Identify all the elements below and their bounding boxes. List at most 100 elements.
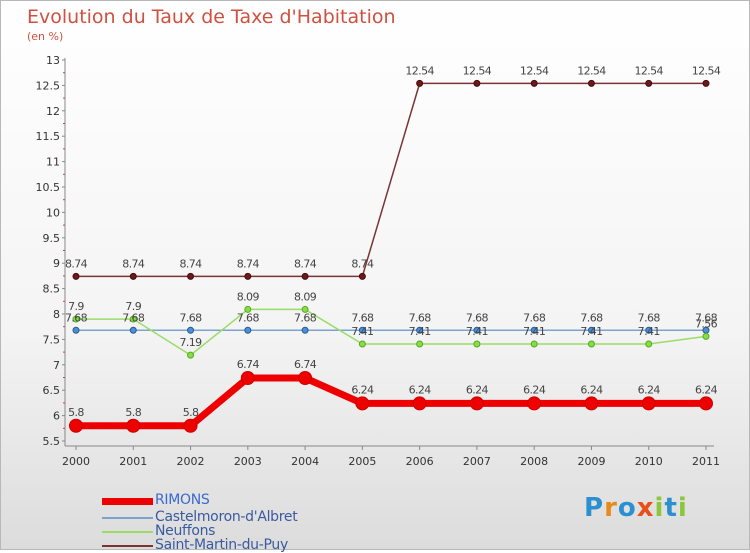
data-label: 7.41 [523, 325, 545, 338]
x-tick-label: 2005 [348, 455, 376, 468]
x-tick-label: 2000 [62, 455, 90, 468]
data-label: 6.24 [409, 383, 432, 396]
data-point [530, 79, 538, 87]
data-point [584, 396, 599, 411]
logo-letter: i [677, 493, 688, 523]
data-point [473, 79, 481, 87]
data-point [702, 332, 710, 340]
logo-letter: i [654, 493, 665, 523]
data-label: 5.8 [68, 406, 84, 419]
data-point [645, 340, 653, 348]
data-point [416, 340, 424, 348]
data-point [530, 326, 538, 334]
data-point [358, 340, 366, 348]
data-label: 7.9 [68, 300, 84, 313]
data-point [301, 326, 309, 334]
x-tick-label: 2004 [291, 455, 319, 468]
data-label: 7.68 [523, 311, 546, 324]
legend-label: Castelmoron-d'Albret [155, 509, 298, 525]
data-point [244, 305, 252, 313]
data-label: 6.24 [638, 383, 661, 396]
data-label: 7.68 [179, 311, 202, 324]
y-tick-label: 8 [53, 308, 60, 321]
y-tick-label: 6.5 [43, 384, 61, 397]
data-label: 7.68 [294, 311, 317, 324]
logo-letter: x [636, 493, 655, 523]
data-label: 5.8 [183, 406, 199, 419]
data-point [126, 418, 141, 433]
data-label: 7.41 [580, 325, 602, 338]
data-label: 6.74 [237, 358, 260, 371]
x-tick-label: 2009 [577, 455, 605, 468]
data-point [645, 79, 653, 87]
proxiti-logo: Proxiti [584, 493, 688, 523]
data-label: 7.19 [179, 336, 202, 349]
data-label: 12.54 [520, 64, 549, 77]
data-point [72, 326, 80, 334]
data-label: 7.41 [638, 325, 660, 338]
data-point [641, 396, 656, 411]
data-label: 7.68 [237, 311, 260, 324]
data-label: 12.54 [634, 64, 663, 77]
data-point [72, 272, 80, 280]
y-tick-label: 10 [46, 206, 60, 219]
data-label: 6.24 [580, 383, 603, 396]
data-label: 7.9 [125, 300, 141, 313]
data-label: 7.41 [466, 325, 488, 338]
data-point [587, 79, 595, 87]
data-label: 12.54 [405, 64, 434, 77]
legend-swatch [102, 497, 153, 505]
y-tick-label: 10.5 [36, 181, 61, 194]
x-tick-label: 2006 [406, 455, 434, 468]
data-point [183, 418, 198, 433]
legend-label: Neuffons [155, 523, 216, 539]
data-label: 7.68 [466, 311, 489, 324]
y-tick-label: 5.5 [43, 435, 61, 448]
data-label: 7.41 [409, 325, 431, 338]
data-point [527, 396, 542, 411]
data-point [358, 272, 366, 280]
x-tick-label: 2008 [520, 455, 548, 468]
data-point [473, 340, 481, 348]
y-tick-label: 11 [46, 156, 60, 169]
x-tick-label: 2003 [234, 455, 262, 468]
data-point [244, 272, 252, 280]
data-label: 5.8 [125, 406, 141, 419]
data-label: 8.74 [237, 257, 260, 270]
data-point [129, 326, 137, 334]
data-label: 6.24 [351, 383, 374, 396]
data-point [129, 315, 137, 323]
y-tick-label: 8.5 [43, 283, 61, 296]
legend-swatch [102, 517, 153, 519]
data-point [699, 396, 713, 411]
unit-label: (en %) [27, 30, 64, 43]
logo-letter: t [664, 493, 678, 523]
data-point [129, 272, 137, 280]
y-tick-label: 12.5 [36, 79, 61, 92]
data-point [702, 79, 710, 87]
data-label: 7.68 [65, 311, 88, 324]
series-line-0 [76, 374, 706, 430]
y-tick-label: 11.5 [36, 130, 61, 143]
data-label: 7.56 [695, 317, 718, 330]
logo-letter: r [604, 493, 618, 523]
data-label: 8.74 [351, 257, 374, 270]
data-point [187, 351, 195, 359]
y-tick-label: 13 [46, 54, 60, 67]
data-label: 7.68 [638, 311, 661, 324]
x-tick-label: 2010 [635, 455, 663, 468]
data-point [187, 326, 195, 334]
y-tick-label: 9.5 [43, 232, 61, 245]
data-point [645, 326, 653, 334]
legend-label: RIMONS [155, 492, 210, 508]
logo-letter: P [584, 493, 605, 523]
data-point [187, 272, 195, 280]
y-tick-label: 12 [46, 105, 60, 118]
data-label: 7.41 [351, 325, 373, 338]
data-point [412, 396, 427, 411]
data-label: 6.74 [294, 358, 317, 371]
data-label: 7.68 [580, 311, 603, 324]
data-point [358, 326, 366, 334]
data-point [416, 326, 424, 334]
